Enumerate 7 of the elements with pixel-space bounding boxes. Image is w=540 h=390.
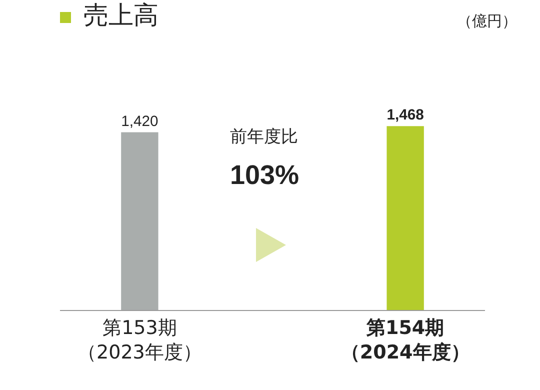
data-label: 1,468 (386, 108, 424, 124)
data-label: 1,420 (121, 114, 158, 130)
annotation: 前年度比 103% (230, 127, 300, 190)
text: （億円） (457, 12, 517, 30)
x-tick-label: 第154期（2024年度） (340, 316, 470, 364)
chart-title: 売上高 (84, 0, 159, 30)
x-tick-label: 第153期（2023年度） (78, 316, 202, 364)
